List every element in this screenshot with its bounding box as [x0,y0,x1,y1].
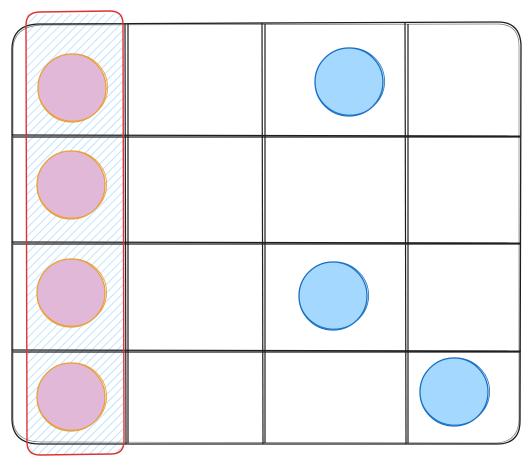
blue-piece-outline [419,357,490,426]
blue-piece-outline [298,261,369,330]
grid-line-horizontal [11,349,522,352]
blue-piece [419,357,489,427]
pink-piece [36,258,106,328]
highlight-column-border [25,10,125,456]
board-frame [11,21,522,445]
blue-piece [314,47,384,117]
blue-piece [298,261,368,331]
grid-line-horizontal [11,241,522,244]
board-frame-sketch [12,23,520,444]
pink-piece [36,150,106,220]
pieces [36,47,490,432]
grid-line-horizontal [11,134,522,137]
pink-piece-outline [37,53,109,122]
pink-piece [37,53,107,123]
grid-line-vertical [404,22,407,445]
pink-piece-outline [36,362,108,431]
pink-piece-outline [36,150,108,219]
grid-line-vertical [261,22,264,445]
pink-piece-outline [36,258,108,327]
grid-line-vertical [124,22,127,445]
grid-lines [11,22,522,445]
blue-piece-outline [314,47,385,116]
pink-piece [36,362,106,432]
